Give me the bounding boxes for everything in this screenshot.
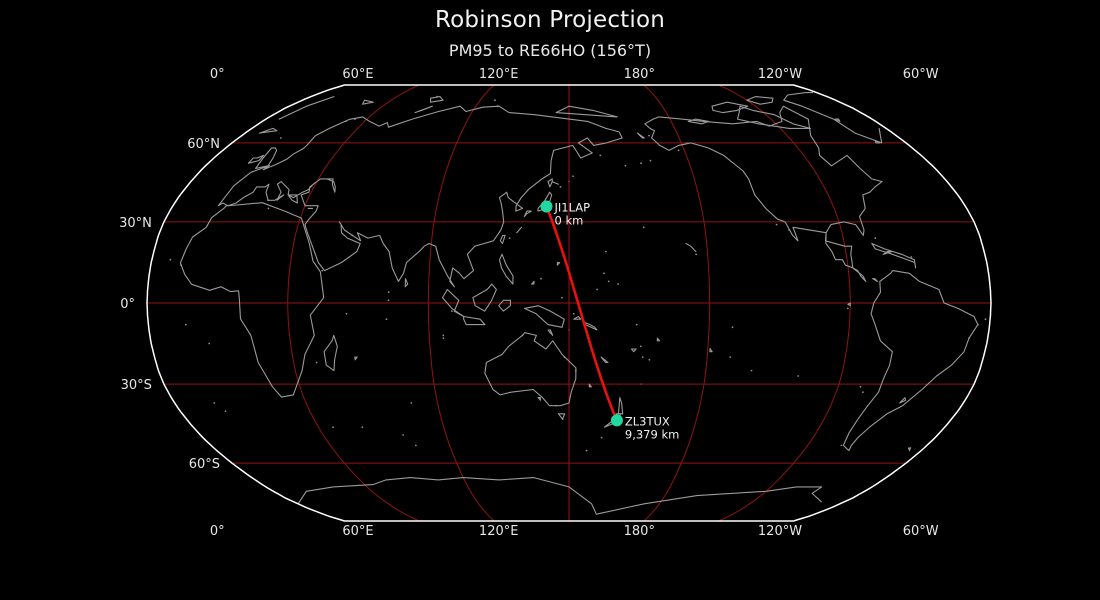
lon-tick-label: 0° [210,67,225,82]
lon-tick-label: 120°E [479,67,519,82]
lon-tick-label: 180° [624,67,655,82]
lon-tick-label: 60°W [903,524,939,539]
lon-tick-label: 60°E [342,67,373,82]
station-distance: 9,379 km [625,427,679,441]
lon-tick-label: 120°W [758,67,802,82]
lon-tick-label: 0° [210,524,225,539]
station-callsign: ZL3TUX [625,414,670,428]
page-title: Robinson Projection [434,7,666,33]
station-callsign: JI1LAP [554,201,591,215]
lon-tick-label: 60°E [342,524,373,539]
lat-tick-label: 30°S [121,378,152,393]
lon-tick-label: 120°W [758,524,802,539]
lat-tick-label: 30°N [119,216,152,231]
lat-tick-label: 60°N [187,137,220,152]
lon-tick-label: 120°E [479,524,519,539]
lat-tick-label: 0° [120,297,135,312]
station-distance: 0 km [555,214,584,228]
lon-tick-label: 60°W [903,67,939,82]
lat-tick-label: 60°S [189,457,220,472]
page-subtitle: PM95 to RE66HO (156°T) [448,41,652,60]
lon-tick-label: 180° [624,524,655,539]
